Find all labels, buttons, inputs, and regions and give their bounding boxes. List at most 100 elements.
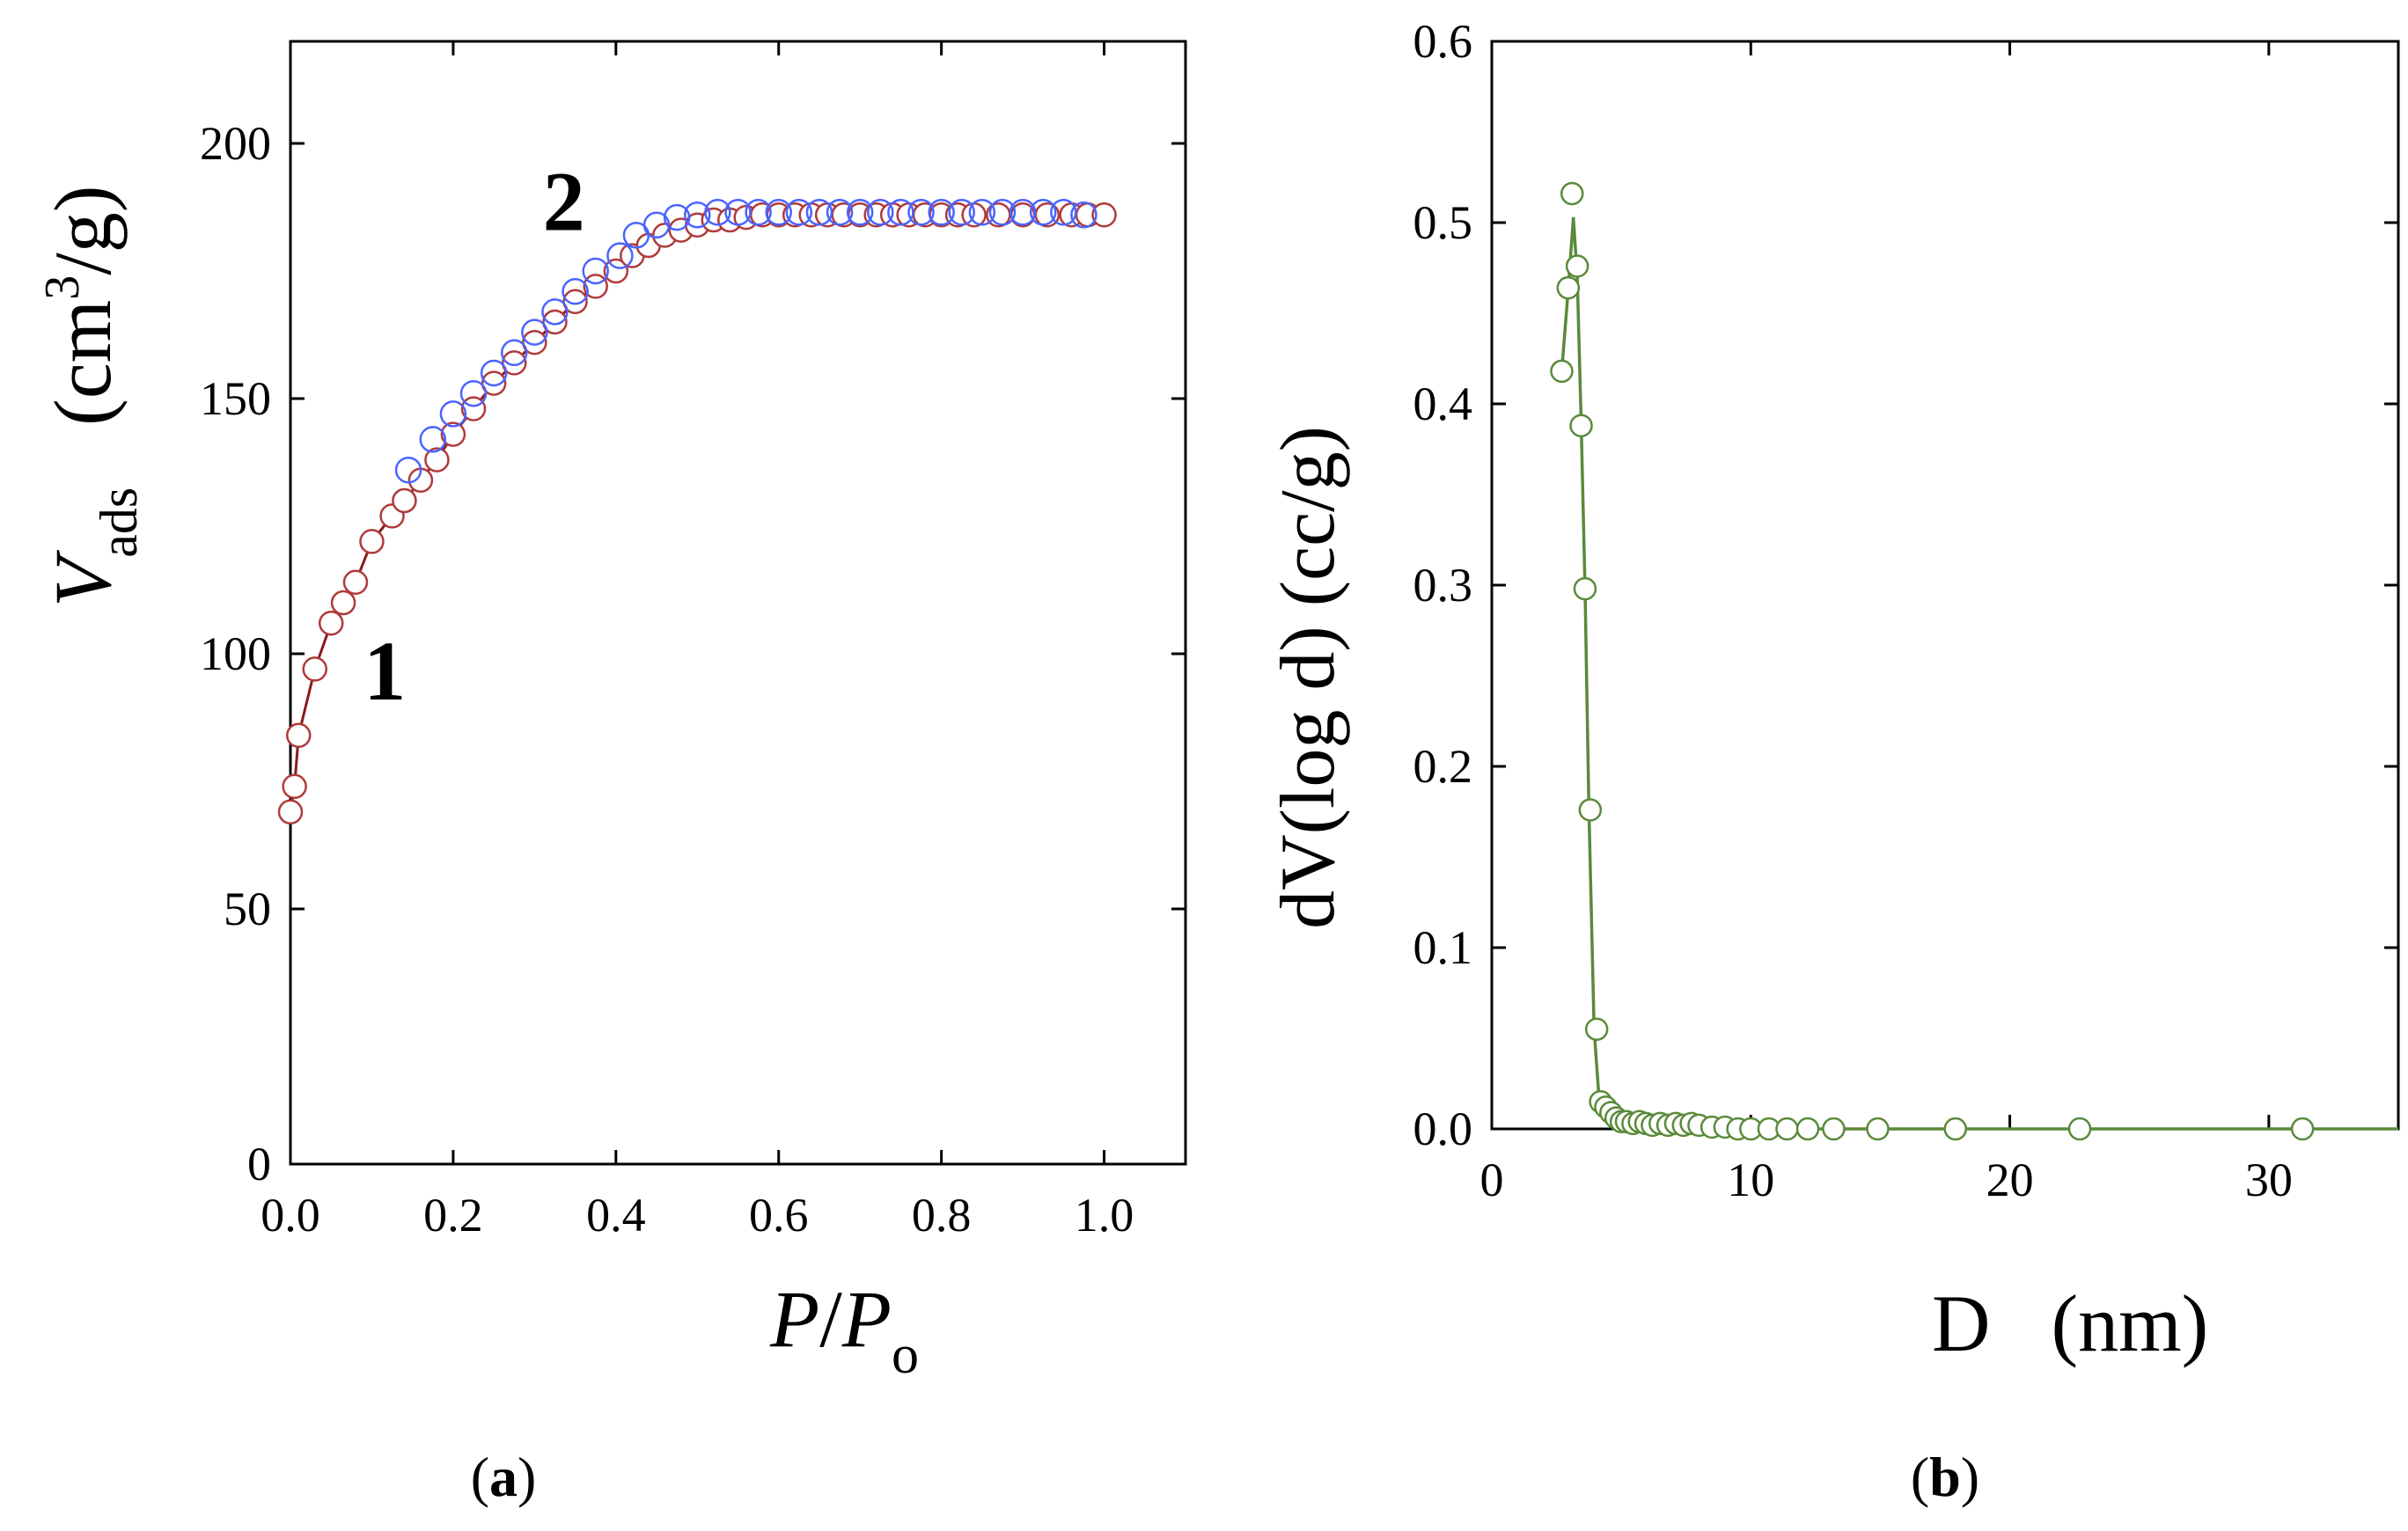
panel-a-xtick-label: 0.8 (912, 1189, 972, 1242)
panel-a-xlabel-sub: o (892, 1325, 919, 1385)
panel-a-series-2-point (907, 199, 935, 226)
panel-a-series-2-point (562, 277, 589, 305)
panel-a-series-1-point (603, 258, 629, 284)
panel-a-annotation-2: 2 (543, 155, 585, 249)
panel-b-series-point (1565, 254, 1589, 278)
panel-a-series-1-point (392, 487, 417, 514)
panel-a-xlabel-p: P (769, 1274, 819, 1364)
panel-b-ytick-label: 0.1 (1413, 921, 1473, 974)
panel-b-ylabel: dV(log d) (cc/g) (1266, 426, 1351, 929)
panel-a-series-2-point (684, 201, 711, 229)
panel-b-label-close: ) (1961, 1446, 1979, 1508)
panel-b-label: (b) (1911, 1446, 1979, 1508)
panel-a-series-1-point (318, 610, 344, 636)
panel-b-series-point (1775, 1117, 1799, 1141)
panel-a-series-2-point (765, 199, 792, 226)
panel-a-series-1-point (522, 329, 547, 355)
panel-b-series-point (1560, 181, 1584, 206)
panel-a-series-1 (277, 201, 1117, 825)
panel-a-series-2-point (439, 400, 467, 428)
panel-a-series-2-point (459, 379, 488, 407)
panel-a-series-1-point (583, 274, 608, 299)
panel-a-series-2-point (394, 456, 422, 484)
panel-b-ytick-label: 0.5 (1413, 196, 1473, 249)
panel-b-series (1550, 181, 2398, 1141)
panel-a-ylabel-unit: (cm (38, 300, 128, 426)
panel-a-series-1-point (285, 722, 312, 749)
panel-a-series-2-point (887, 199, 914, 226)
panel-b-series-point (1795, 1117, 1820, 1141)
panel-a-ylabel: Vads (cm3/g) (35, 186, 148, 607)
panel-a-ylabel-sub: ads (90, 487, 148, 558)
panel-a-series-1-point (302, 656, 327, 682)
panel-a-series-2-point (948, 199, 975, 226)
panel-a-series-2-point (928, 199, 955, 226)
panel-b-ytick-label: 0.2 (1413, 740, 1473, 793)
panel-a-series-2-point (501, 339, 528, 367)
panel-b-ytick-label: 0.0 (1413, 1102, 1473, 1155)
panel-a-series-1-point (562, 289, 588, 315)
panel-a-series-1-point (542, 309, 568, 335)
panel-b-series-point (1556, 275, 1581, 300)
panel-b-label-letter: b (1929, 1446, 1961, 1508)
panel-a-series-1-point (277, 799, 304, 825)
panel-b-series-point (1943, 1117, 1968, 1141)
panel-b-ticks: 0 10 20 30 0.0 0.1 0.2 0.3 0.4 0.5 0.6 (1413, 15, 2398, 1206)
panel-a-label-open: ( (471, 1446, 489, 1508)
panel-b-series-point (1866, 1117, 1890, 1141)
panel-a-ylabel-v: V (38, 549, 128, 607)
panel-b-frame (1490, 40, 2400, 1131)
panel-a-ytick-label: 200 (200, 117, 271, 170)
panel-b-ytick-label: 0.4 (1413, 377, 1473, 430)
panel-a-series-2-point (988, 199, 1017, 226)
panel-b-ytick-label: 0.6 (1413, 15, 1473, 68)
panel-a-series-2-point (480, 359, 508, 387)
panel-a-ylabel-sup: 3 (35, 275, 90, 300)
panel-b-series-point (1573, 576, 1597, 601)
panel-a-series-1-point (440, 421, 466, 447)
panel-a-xtick-label: 0.6 (749, 1189, 809, 1242)
panel-a-series-2-point (521, 319, 548, 346)
panel-b-series-point (1584, 1017, 1609, 1041)
panel-a-series-2-point (704, 199, 731, 226)
panel-a-series-1-line (289, 213, 1105, 813)
panel-a-series-1-point (282, 773, 307, 800)
panel-a-xlabel-sep: / (819, 1274, 842, 1364)
panel-a-xlabel-p0: P (841, 1274, 892, 1364)
panel-a-xtick-label: 0.2 (423, 1189, 483, 1242)
panel-a-series-2-point (968, 199, 996, 226)
panel-a-annotation-1: 1 (363, 624, 406, 718)
panel-a-ticks: 0.0 0.2 0.4 0.6 0.8 1.0 0 50 100 150 200 (200, 41, 1186, 1242)
panel-b-xtick-label: 10 (1727, 1154, 1774, 1206)
panel-a-series-2-point (867, 199, 894, 226)
panel-a-series-2-point (642, 211, 671, 239)
panel-a-label-letter: a (489, 1446, 518, 1508)
panel-a-xlabel: P/Po (769, 1274, 919, 1385)
panel-a-series-2-point (1029, 199, 1057, 226)
panel-a-series-1-point (481, 370, 507, 396)
panel-b-series-point (1822, 1117, 1846, 1141)
panel-a-series-2-point (1070, 201, 1098, 229)
panel-a-ytick-label: 50 (224, 883, 271, 935)
panel-b-xtick-label: 30 (2245, 1154, 2293, 1206)
panel-a-series-2-point (419, 426, 447, 453)
panel-a-ytick-label: 100 (200, 627, 271, 680)
panel-a-series-1-point (502, 350, 527, 376)
panel-a-series-2-point (785, 199, 813, 226)
panel-a-frame (289, 40, 1187, 1166)
panel-b-series-point (1578, 798, 1603, 822)
panel-a-ytick-label: 150 (200, 372, 271, 425)
panel-a-series-1-point (460, 396, 487, 421)
panel-a-series-2 (394, 199, 1098, 484)
panel-a-series-2-point (724, 199, 752, 226)
panel-b: 0 10 20 30 0.0 0.1 0.2 0.3 0.4 0.5 0.6 D (nm) dV(l… (1266, 15, 2400, 1508)
panel-a-series-1-point (1091, 201, 1117, 228)
panel-a-series-1-point (330, 590, 356, 616)
panel-b-xtick-label: 20 (1986, 1154, 2034, 1206)
panel-a-ytick-label: 0 (247, 1138, 271, 1190)
panel-b-xlabel: D (nm) (1932, 1278, 2208, 1368)
panel-b-xtick-label: 0 (1480, 1154, 1504, 1206)
panel-b-ytick-label: 0.3 (1413, 559, 1473, 612)
panel-b-series-point (2290, 1117, 2315, 1141)
